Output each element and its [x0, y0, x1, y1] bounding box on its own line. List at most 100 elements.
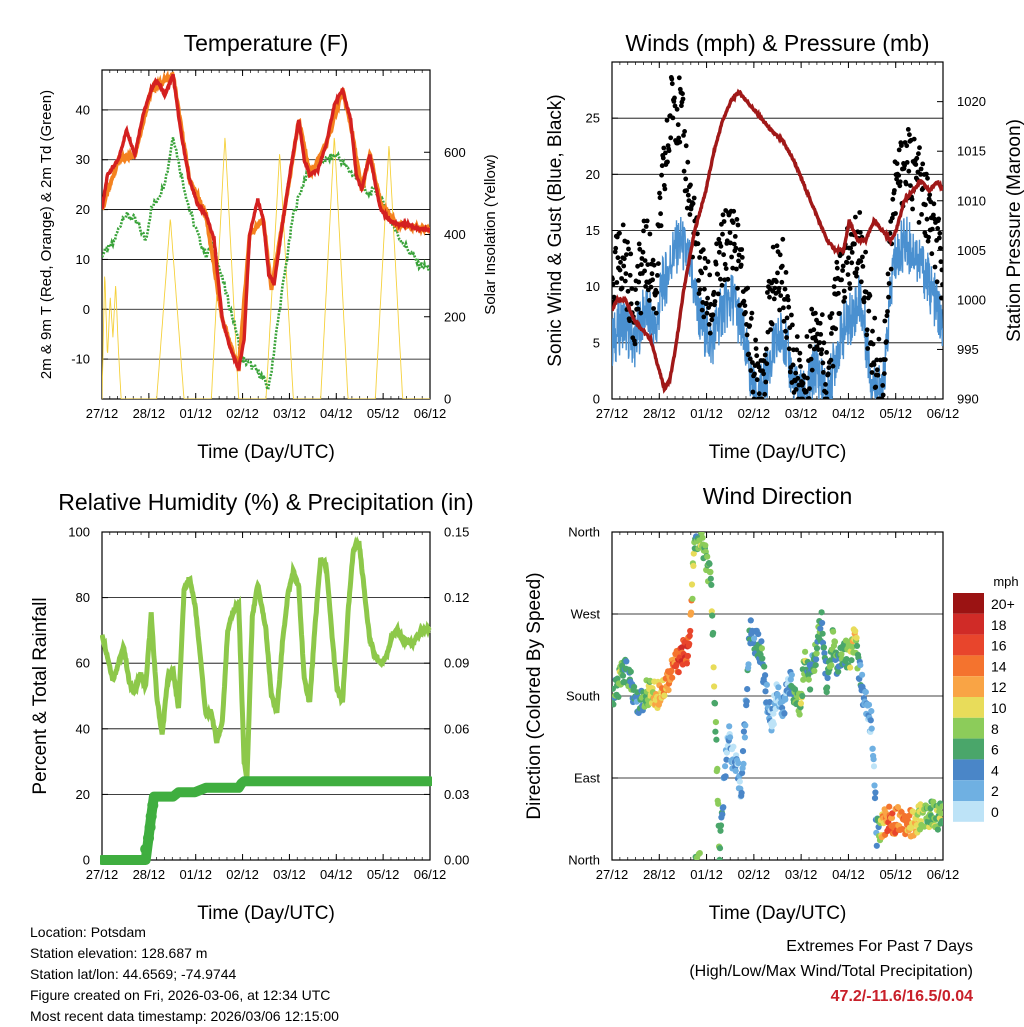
gust-point [805, 375, 810, 381]
gust-point [821, 340, 827, 346]
x-tick-label: 02/12 [226, 867, 259, 882]
direction-point [807, 686, 814, 693]
colorbar-swatch [953, 780, 984, 801]
gust-point [882, 318, 888, 324]
direction-point [873, 842, 880, 849]
gust-point [881, 371, 887, 376]
direction-point [853, 642, 861, 650]
gust-point [713, 261, 719, 267]
gust-point [786, 346, 792, 352]
gust-point [659, 163, 665, 169]
direction-point [862, 689, 869, 696]
gust-point [640, 249, 646, 255]
colorbar-label: 8 [991, 721, 999, 737]
direction-point [750, 640, 757, 647]
chart-title: Relative Humidity (%) & Precipitation (i… [58, 489, 473, 515]
colorbar-label: 18 [991, 617, 1007, 633]
colorbar-swatch [953, 655, 984, 677]
x-tick-label: 04/12 [832, 867, 865, 882]
direction-point [766, 699, 773, 706]
gust-point [746, 351, 752, 357]
x-tick-label: 28/12 [133, 867, 166, 882]
gust-point [621, 256, 627, 262]
gust-point [731, 241, 737, 247]
gust-point [710, 312, 716, 318]
gust-point [759, 396, 765, 399]
gust-point [845, 272, 851, 277]
direction-point [739, 769, 746, 777]
y-tick-label: 80 [76, 590, 90, 605]
gust-point [643, 224, 649, 229]
gust-point [848, 245, 853, 251]
gust-point [924, 171, 929, 177]
gust-point [882, 357, 888, 362]
direction-point [824, 674, 831, 682]
gust-point [632, 341, 638, 347]
direction-point [678, 644, 686, 651]
direction-point [707, 575, 714, 582]
gust-point [663, 150, 668, 156]
gust-point [737, 303, 742, 308]
direction-point [723, 749, 731, 756]
x-tick-label: 28/12 [643, 867, 676, 882]
direction-point [823, 689, 830, 696]
gust-point [754, 353, 760, 359]
direction-point [847, 664, 854, 671]
direction-point [684, 652, 692, 660]
direction-point [675, 669, 682, 676]
gust-point [869, 370, 875, 375]
panel-2: 27/12 28/12 01/12 02/12 03/12 04/12 05/12 06/12… [545, 30, 1024, 463]
gust-point [787, 369, 793, 375]
gust-point [866, 308, 872, 314]
gust-point [817, 320, 823, 326]
direction-point [868, 708, 875, 715]
gust-point [842, 295, 848, 300]
gust-point [824, 350, 829, 355]
speed-colorbar: mph 20+ 18 16 14 12 10 8 6 4 2 0 [953, 574, 1019, 822]
direction-point [707, 568, 714, 576]
precipitation-point [143, 832, 154, 844]
direction-point [819, 639, 827, 647]
direction-series [612, 532, 943, 860]
y-tick-label: North [568, 525, 600, 540]
gust-point [924, 216, 930, 222]
gust-point [674, 106, 680, 112]
relative-humidity-line [100, 536, 432, 781]
gust-point [658, 211, 663, 217]
x-tick-label: 01/12 [179, 406, 212, 421]
gust-point [830, 363, 836, 369]
direction-point [820, 644, 828, 651]
rh-series [100, 536, 432, 865]
gust-point [888, 266, 894, 272]
gust-point [638, 310, 644, 316]
gust-point [687, 212, 693, 217]
gust-point [695, 241, 701, 247]
y-tick-label-right: 1020 [957, 94, 986, 109]
gust-point [617, 267, 623, 273]
colorbar-label: 2 [991, 783, 999, 799]
gust-point [847, 281, 852, 286]
gust-point [918, 172, 923, 177]
gust-point [712, 299, 718, 304]
colorbar-swatch [953, 676, 984, 697]
gust-point [854, 266, 860, 272]
y-tick-label-right: 1000 [957, 292, 986, 307]
gust-point [742, 303, 748, 308]
direction-point [727, 734, 734, 741]
gust-point [780, 236, 786, 242]
gust-point [769, 321, 775, 327]
gust-point [884, 339, 889, 344]
direction-point [758, 638, 765, 645]
gust-point [853, 270, 859, 275]
colorbar-label: 12 [991, 679, 1007, 695]
y-tick-label-right: 0.12 [444, 590, 469, 605]
y-tick-label: 60 [76, 656, 90, 671]
direction-point [730, 743, 737, 750]
gust-point [718, 243, 724, 249]
direction-point [735, 760, 742, 767]
colorbar-swatch [953, 738, 984, 760]
y-tick-label: North [568, 853, 600, 868]
latlon-text: Station lat/lon: 44.6569; -74.9744 [30, 966, 237, 982]
gust-point [853, 214, 858, 220]
x-axis-label: Time (Day/UTC) [197, 442, 335, 463]
